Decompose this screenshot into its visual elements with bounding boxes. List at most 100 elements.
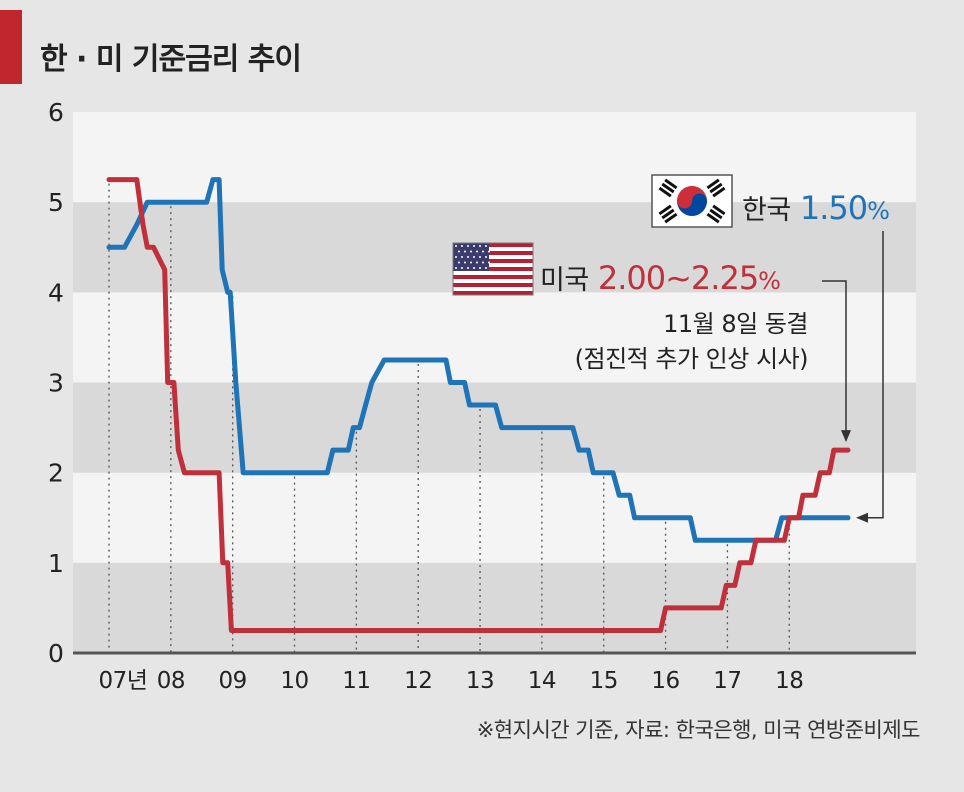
flag-stripe bbox=[453, 279, 533, 283]
series-lines bbox=[106, 177, 851, 633]
x-tick-label: 12 bbox=[404, 668, 432, 694]
flag-stripe bbox=[453, 259, 533, 263]
y-tick-label: 4 bbox=[48, 278, 64, 307]
flag-stripe bbox=[453, 291, 533, 295]
x-tick-label: 08 bbox=[157, 668, 185, 694]
trigram-bar bbox=[706, 212, 720, 224]
taegeuk-blue-dot bbox=[692, 193, 707, 209]
y-tick-label: 2 bbox=[48, 459, 64, 488]
series-line-us bbox=[106, 177, 851, 633]
y-tick-label: 3 bbox=[48, 369, 64, 398]
flag-star bbox=[485, 256, 487, 258]
trigram-bar bbox=[664, 212, 678, 224]
flag-star bbox=[476, 261, 478, 264]
title-accent-bar bbox=[0, 10, 22, 84]
flag-canton bbox=[453, 243, 489, 271]
flag-star bbox=[476, 250, 478, 253]
y-axis: 0 1 2 3 4 5 6 bbox=[48, 98, 64, 668]
flag-star bbox=[464, 261, 466, 264]
x-axis: 07년 08 09 10 11 12 13 14 15 16 17 18 bbox=[73, 651, 916, 694]
x-tick-label: 17 bbox=[713, 668, 741, 694]
us-leader-line bbox=[822, 280, 847, 433]
flag-star bbox=[470, 261, 472, 264]
flag-star bbox=[461, 256, 463, 258]
flag-border bbox=[452, 242, 534, 296]
grid-band bbox=[73, 472, 916, 563]
flag-star bbox=[482, 261, 484, 264]
flag-star bbox=[455, 267, 457, 269]
trigram bbox=[658, 204, 678, 224]
us-unit: % bbox=[758, 267, 780, 295]
x-tick-label: 07년 bbox=[99, 668, 148, 694]
flag-star bbox=[467, 267, 469, 269]
us-note-1: 11월 8일 동결 bbox=[663, 310, 808, 338]
flag-star bbox=[479, 256, 481, 258]
us-name: 미국 bbox=[540, 265, 589, 296]
flag-stripe bbox=[453, 287, 533, 291]
korea-name: 한국 bbox=[742, 195, 791, 226]
flag-star bbox=[458, 261, 460, 264]
us-arrow-icon bbox=[841, 430, 851, 443]
korea-flag-icon bbox=[651, 174, 733, 228]
y-tick-label: 0 bbox=[48, 639, 64, 668]
flag-stripe bbox=[453, 275, 533, 279]
trigram-bar bbox=[709, 182, 723, 194]
flag-star bbox=[461, 267, 463, 269]
y-tick-label: 5 bbox=[48, 188, 64, 217]
grid-band bbox=[73, 112, 916, 203]
series-line-korea bbox=[106, 177, 851, 543]
annotations: 한국 1.50%미국 2.00~2.25%11월 8일 동결(점진적 추가 인상… bbox=[452, 174, 890, 523]
us-rate: 2.00~2.25 bbox=[589, 259, 758, 297]
x-tick-label: 14 bbox=[528, 668, 556, 694]
korea-rate: 1.50 bbox=[791, 189, 867, 227]
flag-star bbox=[485, 267, 487, 269]
trigram-bar bbox=[661, 182, 675, 194]
source-note: ※현지시간 기준, 자료: 한국은행, 미국 연방준비제도 bbox=[476, 718, 921, 742]
x-tick-label: 11 bbox=[342, 668, 370, 694]
flag-star bbox=[488, 261, 490, 264]
plot-bands bbox=[73, 112, 916, 653]
grid-band bbox=[73, 292, 916, 383]
flag-star bbox=[488, 250, 490, 253]
flag-star bbox=[464, 250, 466, 253]
flag-stripe bbox=[453, 263, 533, 267]
grid-band bbox=[73, 562, 916, 653]
flag-stripe bbox=[453, 251, 533, 255]
x-tick-dotted-lines bbox=[108, 183, 790, 653]
x-tick-label: 13 bbox=[466, 668, 494, 694]
chart-title: 한 · 미 기준금리 추이 bbox=[40, 42, 302, 77]
x-tick-label: 09 bbox=[219, 668, 247, 694]
x-tick-label: 15 bbox=[590, 668, 618, 694]
trigram-bar bbox=[709, 208, 723, 220]
flag-star bbox=[455, 245, 457, 247]
flag-star bbox=[479, 267, 481, 269]
flag-star bbox=[467, 245, 469, 247]
flag-stripe bbox=[453, 283, 533, 287]
trigram bbox=[658, 178, 678, 198]
trigram-bar bbox=[664, 178, 678, 190]
flag-star bbox=[467, 256, 469, 258]
flag-star bbox=[470, 250, 472, 253]
us-flag-icon bbox=[452, 242, 534, 296]
flag-star bbox=[479, 245, 481, 247]
flag-star bbox=[482, 250, 484, 253]
flag-stripe bbox=[453, 243, 533, 247]
us-note-2: (점진적 추가 인상 시사) bbox=[575, 345, 808, 373]
korea-arrow-icon bbox=[856, 512, 868, 523]
flag-stripe bbox=[453, 255, 533, 259]
flag-star bbox=[455, 256, 457, 258]
korea-unit: % bbox=[867, 197, 889, 225]
flag-stripe bbox=[453, 271, 533, 275]
trigram bbox=[706, 178, 726, 198]
trigram-bar bbox=[712, 204, 726, 216]
flag-stripe bbox=[453, 247, 533, 251]
us-label: 미국 2.00~2.25% bbox=[540, 259, 780, 297]
trigram-bar bbox=[658, 204, 672, 216]
trigram-bar bbox=[706, 178, 720, 190]
grid-band bbox=[73, 382, 916, 473]
flag-star bbox=[458, 250, 460, 253]
trigram-bar bbox=[661, 208, 675, 220]
trigram-bar bbox=[658, 186, 672, 198]
